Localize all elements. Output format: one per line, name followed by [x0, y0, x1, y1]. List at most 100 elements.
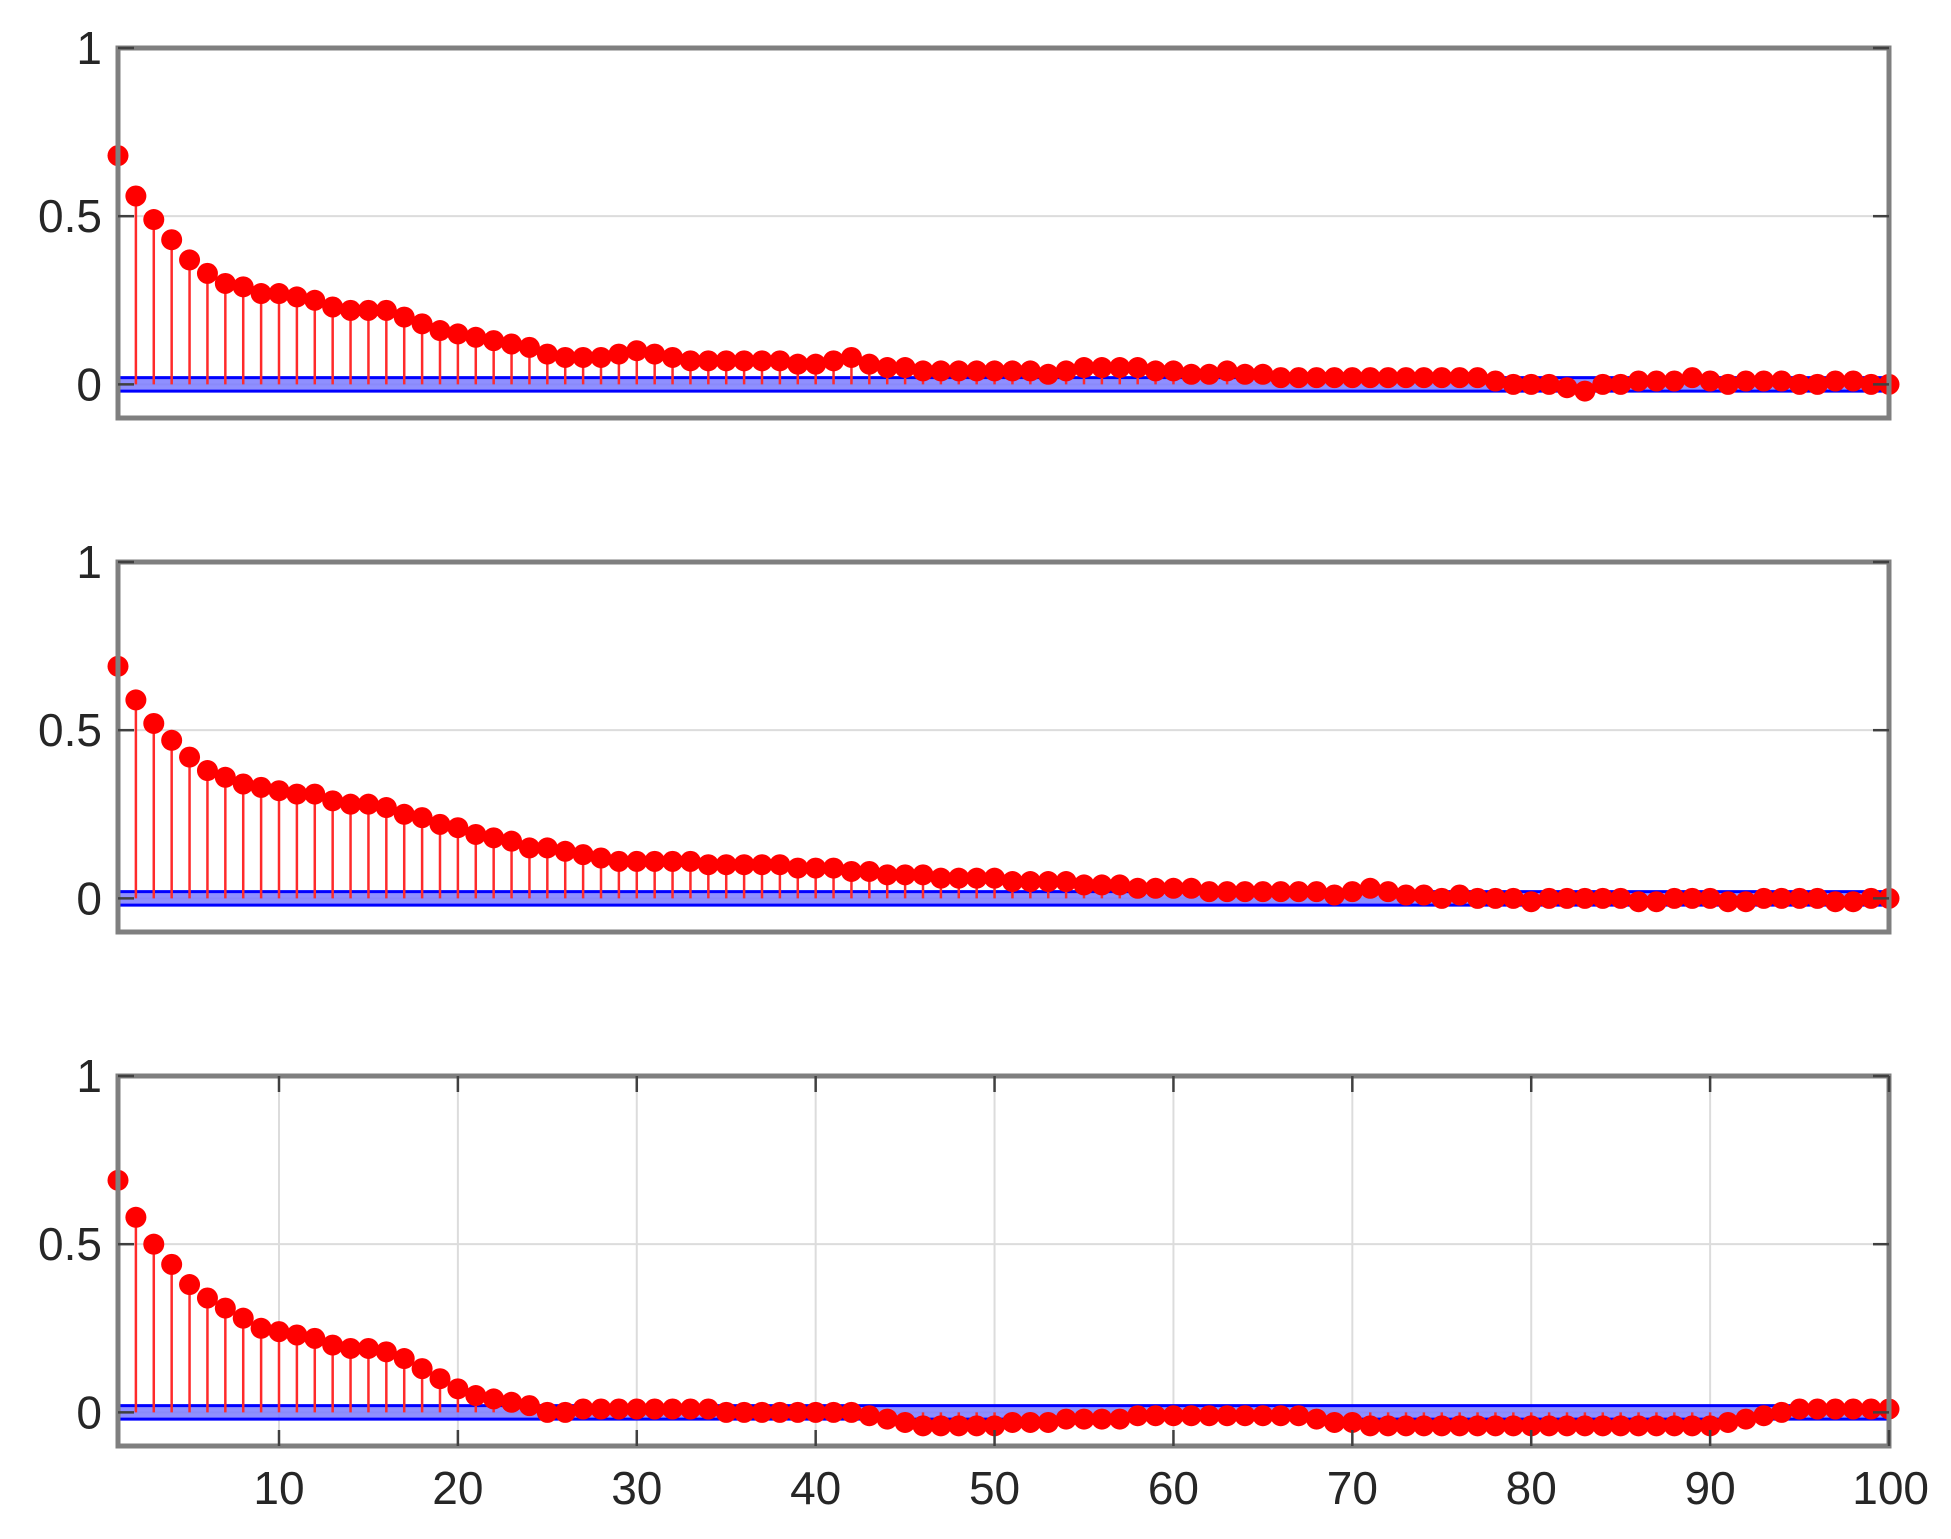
stem-marker — [1270, 1405, 1292, 1427]
stem-marker — [1395, 367, 1417, 389]
stem-marker — [644, 1398, 666, 1420]
stem-marker — [268, 1321, 290, 1343]
stem-marker — [375, 797, 397, 819]
stem-marker — [1574, 887, 1596, 909]
y-tick-label: 1 — [76, 536, 102, 588]
stem-marker — [1377, 881, 1399, 903]
stem-marker — [304, 289, 326, 311]
y-tick-label: 0 — [76, 872, 102, 924]
stem-marker — [375, 299, 397, 321]
y-tick-label: 0 — [76, 358, 102, 410]
stem-marker — [1091, 874, 1113, 896]
stem-marker — [1538, 373, 1560, 395]
stem-marker — [322, 296, 344, 318]
stem-marker — [536, 343, 558, 365]
stem-marker — [1556, 1415, 1578, 1437]
y-tick-label: 0 — [76, 1386, 102, 1438]
stem-marker — [501, 333, 523, 355]
stem-marker — [876, 357, 898, 379]
stem-marker — [679, 350, 701, 372]
stem-marker — [232, 773, 254, 795]
stem-marker — [1341, 1411, 1363, 1433]
stem-marker — [608, 850, 630, 872]
stem-marker — [840, 1401, 862, 1423]
stem-marker — [1789, 1398, 1811, 1420]
stem-marker — [608, 343, 630, 365]
stem-marker — [751, 854, 773, 876]
stem-marker — [1037, 1411, 1059, 1433]
stem-marker — [966, 1415, 988, 1437]
plot-area — [118, 562, 1889, 932]
stem-marker — [1073, 1408, 1095, 1430]
stem-marker — [805, 353, 827, 375]
stem-marker — [447, 1378, 469, 1400]
stem-marker — [1789, 887, 1811, 909]
stem-marker — [984, 867, 1006, 889]
stem-marker — [483, 827, 505, 849]
stem-marker — [1127, 1405, 1149, 1427]
x-tick-label: 20 — [432, 1462, 483, 1514]
stem-marker — [1860, 887, 1882, 909]
stem-marker — [1592, 887, 1614, 909]
stem-marker — [1252, 881, 1274, 903]
stem-marker — [1771, 1401, 1793, 1423]
stem-marker — [1431, 887, 1453, 909]
y-tick-label: 0.5 — [38, 190, 102, 242]
stem-marker — [1145, 360, 1167, 382]
stem-marker — [1037, 871, 1059, 893]
stem-marker — [393, 803, 415, 825]
stem-marker — [1091, 357, 1113, 379]
stem-marker — [590, 346, 612, 368]
stem-marker — [411, 807, 433, 829]
stem-marker — [626, 1398, 648, 1420]
stem-marker — [1180, 1405, 1202, 1427]
stem-marker — [697, 350, 719, 372]
stem-marker — [715, 350, 737, 372]
stem-marker — [894, 864, 916, 886]
stem-marker — [465, 1385, 487, 1407]
stem-marker — [1001, 1411, 1023, 1433]
y-tick-label: 0.5 — [38, 1218, 102, 1270]
stem-marker — [1288, 367, 1310, 389]
stem-marker — [196, 262, 218, 284]
stem-marker — [1449, 884, 1471, 906]
stem-marker — [1449, 367, 1471, 389]
stem-marker — [179, 249, 201, 271]
stem-marker — [1628, 1415, 1650, 1437]
axes-box — [115, 1073, 1892, 1449]
stem-marker — [1001, 871, 1023, 893]
stem-marker — [286, 286, 308, 308]
stem-marker — [733, 854, 755, 876]
stem-marker — [662, 1398, 684, 1420]
stem-marker — [518, 336, 540, 358]
stem-marker — [1019, 1411, 1041, 1433]
stem-marker — [1234, 363, 1256, 385]
stem-marker — [483, 330, 505, 352]
stem-marker — [125, 689, 147, 711]
stem-marker — [429, 813, 451, 835]
stem-marker — [805, 1401, 827, 1423]
y-tick-label: 1 — [76, 1050, 102, 1102]
stem-marker — [214, 272, 236, 294]
stem-marker — [626, 340, 648, 362]
y-tick-label: 1 — [76, 22, 102, 74]
stem-marker — [340, 299, 362, 321]
plot-area — [118, 1076, 1889, 1446]
stem-marker — [1556, 377, 1578, 399]
stem-marker — [1359, 367, 1381, 389]
stem-marker — [662, 346, 684, 368]
stem-marker — [1252, 1405, 1274, 1427]
stem-marker — [1556, 887, 1578, 909]
stem-marker — [483, 1388, 505, 1410]
stem-marker — [626, 850, 648, 872]
stem-marker — [1198, 1405, 1220, 1427]
stem-marker — [1753, 1405, 1775, 1427]
stem-marker — [912, 360, 934, 382]
stem-marker — [536, 1401, 558, 1423]
acf-panel-3: 0 0.5 1 10 20 30 40 50 60 70 80 90 100 — [38, 1050, 1929, 1514]
stem-marker — [1538, 887, 1560, 909]
stem-marker — [1592, 1415, 1614, 1437]
stem-marker — [411, 1358, 433, 1380]
stem-marker — [805, 857, 827, 879]
